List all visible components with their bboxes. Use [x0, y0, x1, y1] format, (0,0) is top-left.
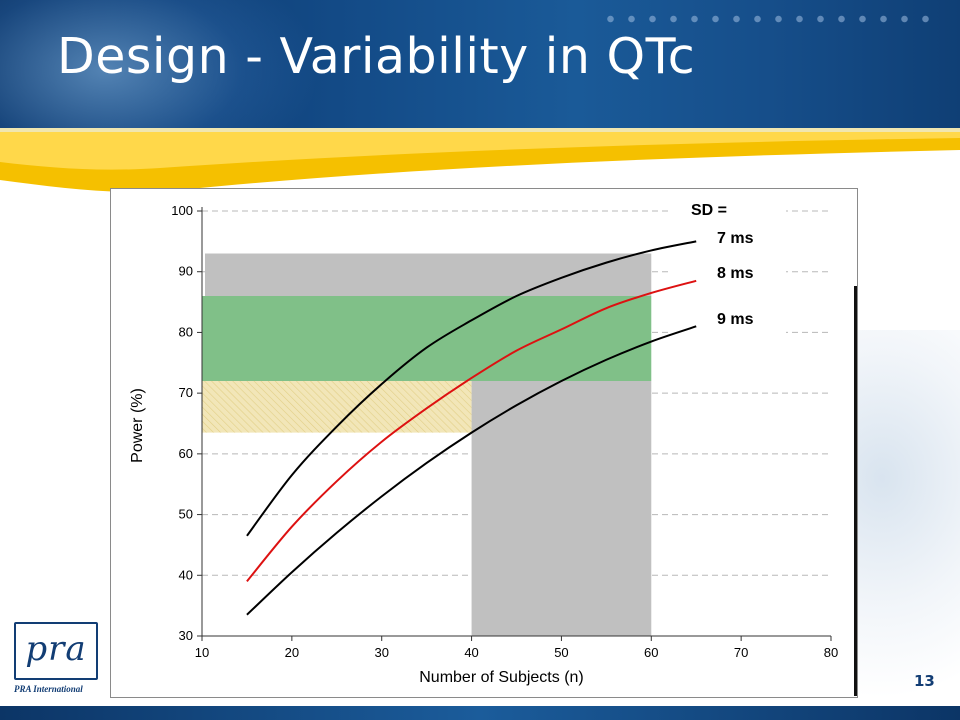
y-tick-label: 50	[179, 507, 193, 522]
x-tick-label: 30	[374, 645, 388, 660]
slide-title: Design - Variability in QTc	[57, 28, 696, 85]
legend-backdrop	[668, 193, 786, 335]
grey-band	[471, 381, 652, 636]
x-tick-label: 20	[285, 645, 299, 660]
pra-logo-mark: pra	[14, 622, 98, 680]
legend-label: 8 ms	[717, 265, 754, 282]
x-axis-title: Number of Subjects (n)	[419, 669, 584, 686]
yellow-swoosh	[0, 128, 960, 193]
curve-9-ms	[246, 325, 697, 616]
slide-header: Design - Variability in QTc	[0, 0, 960, 132]
x-tick-label: 10	[195, 645, 209, 660]
grey-band	[205, 253, 652, 296]
page-number: 13	[914, 672, 935, 690]
legend-label: 9 ms	[717, 311, 754, 328]
x-tick-label: 70	[734, 645, 748, 660]
y-tick-label: 70	[179, 385, 193, 400]
x-tick-label: 60	[644, 645, 658, 660]
x-tick-label: 40	[464, 645, 478, 660]
power-chart: 10 20 30 40 50 60 70 80 30 40 50 60 70 80 90 100 Number …	[129, 193, 838, 686]
legend-title: SD =	[691, 202, 727, 219]
x-tick-label: 50	[554, 645, 568, 660]
legend-label: 7 ms	[717, 230, 754, 247]
globe-graphic	[0, 0, 320, 132]
y-axis-title: Power (%)	[129, 388, 146, 463]
curve-7-ms	[246, 240, 697, 537]
chart-panel: 10 20 30 40 50 60 70 80 30 40 50 60 70 80 90 100 Number …	[110, 188, 858, 698]
y-tick-label: 90	[179, 264, 193, 279]
dot-pattern	[600, 12, 940, 26]
footer-bar	[0, 706, 960, 720]
y-tick-label: 60	[179, 446, 193, 461]
y-tick-label: 80	[179, 324, 193, 339]
hatch-band	[202, 381, 472, 433]
x-tick-label: 80	[824, 645, 838, 660]
y-tick-label: 40	[179, 567, 193, 582]
y-tick-label: 30	[179, 628, 193, 643]
curve-8-ms	[246, 279, 697, 582]
green-band	[202, 296, 652, 381]
y-tick-label: 100	[171, 203, 193, 218]
company-name: PRA International	[14, 684, 83, 694]
pra-logo: pra PRA International	[14, 622, 100, 694]
chart-edge-line	[854, 286, 857, 696]
